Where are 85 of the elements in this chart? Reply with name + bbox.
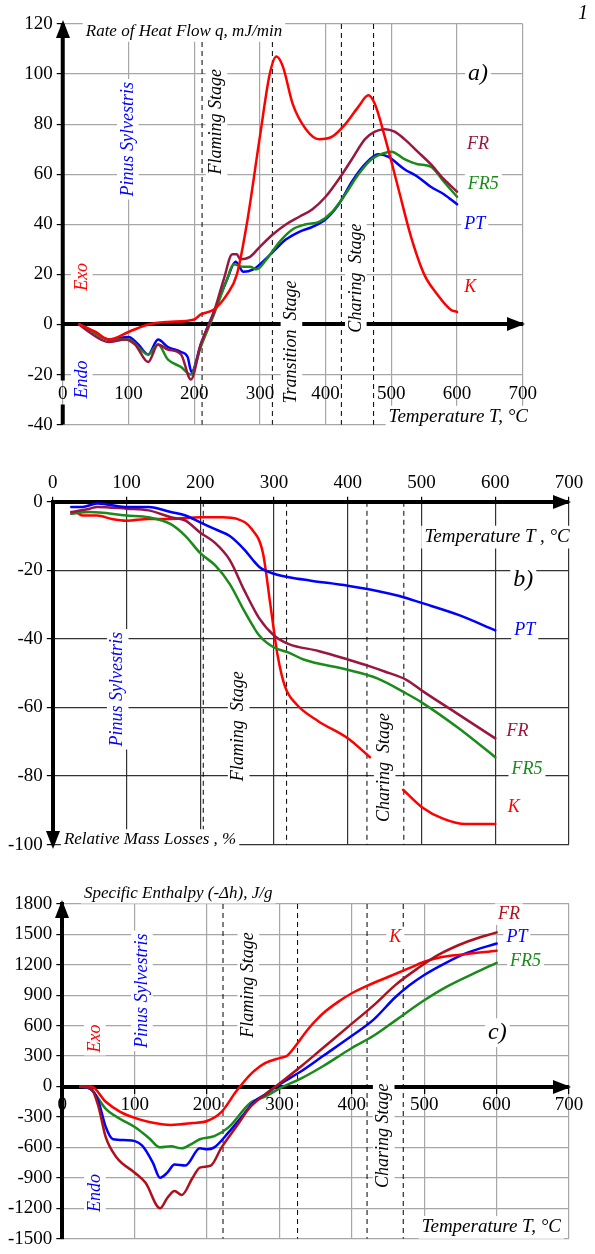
x-tick-label: 300 <box>245 381 275 403</box>
annotation: Flaming Stage <box>227 671 248 783</box>
x-axis-title: Temperature T, °C <box>421 1215 562 1237</box>
annotation: Charing Stage <box>344 223 365 333</box>
annotation: Charing Stage <box>372 1083 393 1189</box>
series-label: FR5 <box>466 172 499 193</box>
series-label: FR <box>466 132 490 153</box>
x-tick-label: 300 <box>265 1092 294 1114</box>
series-label: K <box>506 795 521 816</box>
text: 1 <box>578 1 588 24</box>
annotation: Flaming Stage <box>237 932 258 1039</box>
series-label: K <box>388 926 403 947</box>
x-tick-label: 100 <box>112 471 141 493</box>
y-tick-label: 600 <box>23 1013 53 1035</box>
y-axis-title: Relative Mass Losses , % <box>62 828 237 848</box>
x-tick-label: 400 <box>337 1092 367 1114</box>
annotation: Transition Stage <box>280 280 301 404</box>
annotation: Pinus Sylvestris <box>116 81 137 198</box>
annotation: Exo <box>83 1024 104 1054</box>
annotation: Endo <box>83 1173 104 1213</box>
y-tick-label: -1500 <box>8 1226 53 1248</box>
y-tick-label: -1200 <box>8 1196 53 1218</box>
y-tick-label: -100 <box>8 832 43 854</box>
y-tick-label: 900 <box>23 983 53 1005</box>
annotation: Charing Stage <box>373 712 394 822</box>
x-axis-title: Temperature T , °C <box>424 525 571 547</box>
y-tick-label: -80 <box>17 764 43 786</box>
y-axis-title: Rate of Heat Flow q, mJ/min <box>84 20 283 40</box>
x-tick-label: 700 <box>554 471 584 493</box>
y-tick-label: 1800 <box>14 891 53 913</box>
x-tick-label: 700 <box>554 1092 584 1114</box>
x-tick-label: 0 <box>58 381 68 403</box>
y-tick-label: 1500 <box>14 922 53 944</box>
x-tick-label: 300 <box>259 471 289 493</box>
x-tick-label: 500 <box>407 471 436 493</box>
y-tick-label: -300 <box>17 1104 53 1126</box>
series-label: PT <box>513 619 538 640</box>
annotation: Exo <box>70 262 91 292</box>
y-tick-label: -60 <box>17 695 43 717</box>
x-axis-title: Temperature T, °C <box>388 405 529 427</box>
x-tick-label: 500 <box>377 381 406 403</box>
y-tick-label: 0 <box>33 489 43 511</box>
x-tick-label: 600 <box>481 471 510 493</box>
y-tick-label: -900 <box>17 1165 53 1187</box>
y-tick-label: 1200 <box>14 952 53 974</box>
series-label: FR5 <box>509 949 542 970</box>
y-tick-label: 0 <box>43 312 53 334</box>
x-tick-label: 600 <box>482 1092 511 1114</box>
annotation: Flaming Stage <box>205 68 226 176</box>
x-tick-label: 700 <box>508 381 537 403</box>
y-tick-label: 20 <box>33 262 53 284</box>
y-tick-label: 120 <box>24 11 53 33</box>
y-tick-label: -40 <box>27 412 53 434</box>
annotation: b) <box>513 565 534 592</box>
x-tick-label: 200 <box>192 1092 222 1114</box>
annotation: a) <box>468 59 489 86</box>
y-tick-label: 60 <box>33 162 53 184</box>
series-label: PT <box>505 926 530 947</box>
y-tick-label: 0 <box>42 1074 53 1096</box>
x-tick-label: 500 <box>409 1092 439 1114</box>
x-tick-label: 200 <box>186 471 215 493</box>
y-axis-title: Specific Enthalpy (-Δh), J/g <box>84 882 273 902</box>
annotation: c) <box>488 1018 507 1045</box>
series-label: FR <box>505 720 529 741</box>
y-tick-label: 300 <box>23 1044 53 1066</box>
y-tick-label: 80 <box>33 112 53 134</box>
x-tick-label: 100 <box>114 381 143 403</box>
annotation: Pinus Sylvestris <box>130 933 151 1049</box>
annotation: Pinus Sylvestris <box>106 632 127 748</box>
y-tick-label: -20 <box>17 558 43 580</box>
y-tick-label: -20 <box>27 362 53 384</box>
y-tick-label: -600 <box>17 1135 53 1157</box>
y-tick-label: -40 <box>17 626 43 648</box>
series-label: PT <box>463 213 488 234</box>
series-label: FR5 <box>510 757 543 778</box>
x-tick-label: 600 <box>442 381 472 403</box>
series-label: K <box>463 275 478 296</box>
x-tick-label: 400 <box>333 471 363 493</box>
x-tick-label: 200 <box>179 381 209 403</box>
x-tick-label: 100 <box>120 1092 149 1114</box>
series-label: FR <box>496 902 520 923</box>
x-tick-label: 400 <box>311 381 340 403</box>
y-tick-label: 40 <box>33 212 53 234</box>
annotation: Endo <box>70 360 91 400</box>
y-tick-label: 100 <box>24 62 53 84</box>
